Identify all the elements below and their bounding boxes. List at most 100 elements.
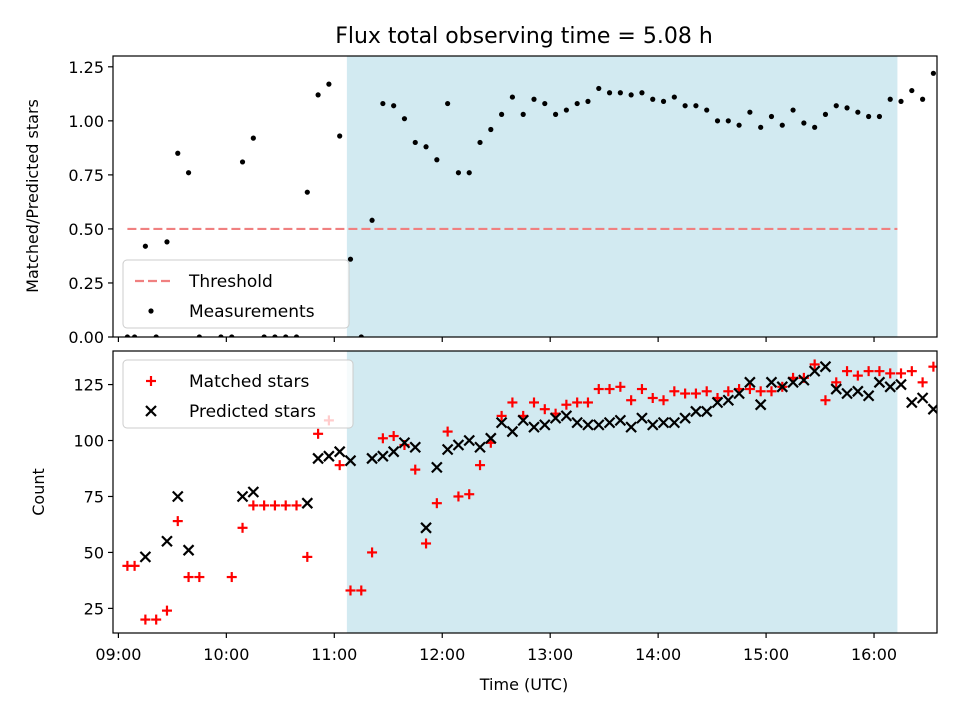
data-point — [302, 551, 313, 562]
x-tick-label: 12:00 — [419, 645, 465, 664]
data-point — [779, 122, 785, 128]
data-point — [161, 605, 172, 616]
data-point — [520, 111, 526, 117]
observing-window-shade — [346, 351, 898, 633]
data-point — [301, 497, 314, 509]
data-point — [172, 516, 183, 527]
x-tick-label: 16:00 — [851, 645, 897, 664]
data-point — [369, 217, 375, 223]
data-point — [509, 94, 516, 100]
data-point — [229, 334, 235, 337]
data-point — [237, 522, 248, 533]
data-point — [604, 384, 615, 395]
data-point — [261, 334, 267, 337]
legend-label: Predicted stars — [189, 402, 316, 422]
data-point — [744, 384, 755, 395]
data-point — [574, 100, 580, 107]
data-point — [528, 421, 540, 433]
data-point — [542, 100, 548, 107]
data-point — [660, 98, 667, 104]
data-point — [658, 395, 669, 406]
data-point — [280, 500, 291, 511]
observing-window-shade — [346, 56, 898, 337]
y-tick-label: 0.75 — [68, 166, 104, 185]
data-point — [701, 386, 712, 397]
data-point — [636, 412, 648, 424]
data-point — [196, 334, 202, 337]
data-point — [377, 450, 389, 462]
data-point — [326, 81, 332, 87]
x-tick-label: 09:00 — [95, 645, 141, 664]
data-point — [844, 105, 850, 111]
data-point — [218, 334, 224, 337]
data-point — [507, 397, 518, 408]
data-point — [506, 425, 519, 438]
data-point — [820, 395, 831, 406]
data-point — [582, 397, 593, 408]
data-point — [798, 374, 810, 386]
data-point — [455, 170, 462, 176]
data-point — [248, 500, 259, 511]
data-point — [639, 90, 645, 96]
data-point — [463, 434, 476, 447]
y-tick-label: 75 — [84, 487, 104, 506]
data-point — [182, 544, 195, 556]
data-point — [636, 384, 647, 395]
data-point — [377, 433, 388, 444]
data-point — [423, 144, 429, 150]
data-point — [131, 334, 138, 337]
data-point — [917, 377, 928, 388]
data-point — [313, 428, 324, 439]
data-point — [916, 392, 929, 404]
data-point — [323, 450, 335, 462]
data-point — [617, 90, 623, 96]
data-point — [606, 90, 613, 96]
data-point — [560, 410, 573, 422]
data-point — [347, 256, 354, 262]
data-point — [714, 118, 721, 124]
data-point — [337, 133, 343, 139]
bottom-panel: 25 50 75 100 125 09:00 10:00 11:00 12:00 13:00 14:… — [73, 350, 938, 664]
x-axis-label: Time (UTC) — [479, 675, 568, 694]
data-point — [477, 139, 483, 146]
data-point — [488, 126, 494, 133]
data-point — [898, 98, 904, 104]
data-point — [876, 113, 883, 120]
plot-frame — [112, 55, 938, 338]
data-point — [733, 387, 745, 400]
data-point — [358, 334, 364, 337]
data-point — [808, 365, 821, 377]
data-point — [412, 139, 418, 146]
data-point — [531, 96, 537, 102]
y-tick-label: 50 — [84, 543, 104, 562]
data-point — [247, 486, 260, 498]
data-point — [124, 334, 130, 337]
data-point — [852, 370, 863, 381]
data-point — [528, 397, 539, 408]
data-point — [496, 410, 507, 421]
data-point — [391, 103, 397, 109]
data-point — [164, 239, 170, 245]
data-point — [345, 585, 356, 596]
data-point — [475, 460, 486, 471]
data-point — [315, 92, 321, 98]
x-tick-label: 11:00 — [311, 645, 357, 664]
data-point — [452, 439, 465, 451]
data-point — [410, 464, 421, 475]
legend-label: Measurements — [189, 302, 315, 322]
data-point — [194, 572, 205, 583]
data-point — [236, 490, 249, 503]
data-point — [626, 395, 637, 406]
data-point — [747, 109, 753, 115]
data-point — [572, 397, 583, 408]
data-point — [736, 122, 742, 128]
data-point — [367, 547, 378, 558]
data-point — [549, 412, 562, 424]
data-point — [226, 572, 237, 583]
data-point — [700, 405, 713, 418]
y-tick-label: 100 — [73, 432, 104, 451]
plot-area — [124, 56, 937, 337]
y-tick-label: 1.00 — [68, 112, 104, 131]
data-point — [269, 500, 280, 511]
data-point — [421, 538, 432, 549]
